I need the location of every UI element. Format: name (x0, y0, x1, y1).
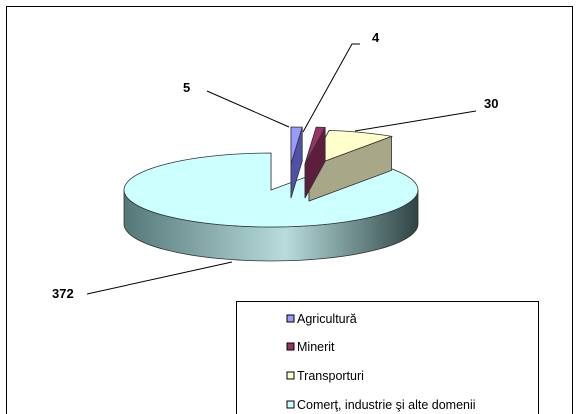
leader-line-agricultura (206, 90, 290, 128)
data-labels: 5 4 30 372 (52, 30, 498, 301)
leader-line-comert (86, 261, 233, 295)
legend-swatch-comert (286, 400, 295, 409)
legend-label-minerit: Minerit (297, 340, 335, 354)
legend-label-transporturi: Transporturi (297, 369, 364, 383)
pie-slice-transporturi (308, 129, 394, 168)
leader-line-transporturi (354, 110, 477, 132)
legend-label-comert: Comerţ, industrie şi alte domenii (297, 398, 476, 412)
legend-box (236, 301, 539, 414)
data-label-agricultura: 5 (183, 80, 190, 95)
data-label-minerit: 4 (372, 30, 380, 45)
legend: Agricultură Minerit Transporturi Comerţ,… (236, 301, 539, 414)
legend-swatch-minerit (286, 342, 295, 351)
legend-swatch-agricultura (286, 314, 295, 323)
pie-slice-minerit (304, 126, 326, 165)
legend-swatch-transporturi (286, 371, 295, 380)
data-label-comert: 372 (52, 286, 74, 301)
pie-plot (123, 126, 419, 262)
leader-line-minerit (302, 43, 360, 133)
pie-slice-agricultura (290, 126, 303, 165)
data-label-transporturi: 30 (484, 96, 498, 111)
legend-label-agricultura: Agricultură (297, 312, 357, 326)
